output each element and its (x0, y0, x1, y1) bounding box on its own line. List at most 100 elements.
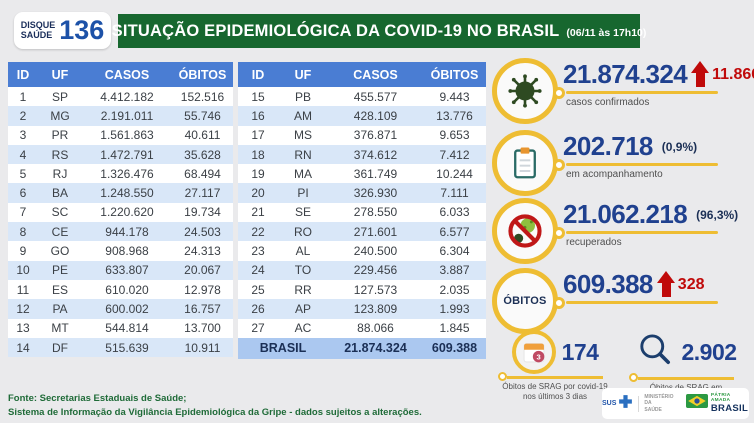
cell-uf: ES (51, 282, 68, 297)
cell-uf: SC (51, 205, 69, 220)
cell-id: 9 (19, 244, 27, 259)
cell-obitos: 6.577 (439, 224, 470, 239)
logo-number-136: 136 (59, 15, 105, 45)
cell-obitos: 152.516 (180, 89, 225, 104)
cell-uf: SP (51, 89, 68, 104)
cell-uf: GO (50, 244, 70, 259)
table-row: 2 MG 2.191.011 55.746 (8, 106, 233, 126)
cell-id: 10 (16, 263, 30, 278)
stat-deaths: ÓBITOS 609.388 328 (492, 268, 718, 334)
cell-id: 24 (251, 263, 265, 278)
cell-id: 20 (251, 186, 265, 201)
stat-monitoring: 202.718 (0,9%) em acompanhamento (492, 130, 718, 196)
cell-casos: 908.968 (105, 244, 149, 259)
increase-arrow-icon (656, 271, 676, 298)
cell-id: 21 (251, 205, 265, 220)
sus-cross-icon (618, 394, 633, 414)
magnifier-icon (635, 330, 675, 375)
col-header-id: ID (16, 67, 30, 82)
table-body-left: 1 SP 4.412.182 152.516 2 MG 2.191.011 55… (8, 87, 233, 358)
cell-casos: 278.550 (353, 205, 398, 220)
table-row: 26 AP 123.809 1.993 (238, 299, 486, 319)
source-line-2: Sistema de Informação da Vigilância Epid… (8, 407, 422, 419)
brazil-flag-icon (685, 394, 708, 413)
cell-id: 26 (251, 301, 265, 316)
table-row: 4 RS 1.472.791 35.628 (8, 144, 233, 165)
table-body-right: 15 PB 455.577 9.443 16 AM 428.109 13.776… (238, 87, 486, 338)
cell-casos: 361.749 (353, 166, 398, 181)
col-header-casos: CASOS (104, 67, 150, 82)
cell-obitos: 1.993 (439, 301, 470, 316)
states-table-right: ID UF CASOS ÓBITOS 15 PB 455.577 9.443 1… (238, 62, 486, 359)
cell-casos: 2.191.011 (100, 108, 154, 123)
cell-id: 6 (19, 186, 27, 201)
table-row: 10 PE 633.807 20.067 (8, 260, 233, 280)
cell-id: 14 (16, 340, 30, 355)
table-row: 22 RO 271.601 6.577 (238, 222, 486, 242)
srag-recent-label: Óbitos de SRAG por covid-19 nos últimos … (502, 381, 608, 401)
cell-uf: RS (51, 147, 69, 162)
confirmed-cases-value: 21.874.324 (563, 59, 688, 89)
ministry-label: MINISTÉRIO DA SAÚDE (644, 394, 681, 413)
table-row: 5 RJ 1.326.476 68.494 (8, 164, 233, 184)
cell-obitos: 9.443 (439, 89, 470, 104)
cell-casos: 240.500 (353, 244, 398, 259)
cell-uf: DF (52, 340, 68, 355)
gold-underline (553, 87, 718, 100)
cell-casos: 455.577 (353, 89, 398, 104)
deaths-delta: 328 (677, 275, 705, 293)
source-line-1: Fonte: Secretarias Estaduais de Saúde; (8, 393, 187, 404)
confirmed-cases-delta: 11.866 (712, 65, 754, 83)
brasil-total-row: BRASIL 21.874.324 609.388 (238, 337, 486, 359)
cell-obitos: 13.776 (436, 108, 473, 123)
cell-id: 7 (19, 205, 27, 220)
cell-casos: 944.178 (105, 224, 149, 239)
table-row: 24 TO 229.456 3.887 (238, 260, 486, 280)
cell-id: 17 (251, 128, 265, 143)
col-header-casos: CASOS (353, 67, 398, 82)
cell-casos: 374.612 (353, 147, 398, 162)
table-row: 7 SC 1.220.620 19.734 (8, 202, 233, 223)
gold-underline (553, 297, 718, 310)
table-row: 3 PR 1.561.863 40.611 (8, 125, 233, 145)
cell-casos: 4.412.182 (100, 89, 154, 104)
table-row: 23 AL 240.500 6.304 (238, 241, 486, 261)
table-row: 8 CE 944.178 24.503 (8, 222, 233, 242)
cell-obitos: 1.845 (439, 321, 470, 336)
cell-casos: 1.472.791 (100, 147, 154, 162)
col-header-id: ID (251, 67, 265, 82)
cell-casos: 544.814 (105, 321, 149, 336)
cell-uf: PA (52, 301, 68, 316)
stats-panel: 21.874.324 11.866 casos confirmados (492, 0, 754, 423)
cell-obitos: 19.734 (184, 205, 221, 220)
cell-uf: RJ (52, 166, 68, 181)
cell-obitos: 13.700 (184, 321, 221, 336)
stat-confirmed-cases: 21.874.324 11.866 casos confirmados (492, 58, 754, 124)
col-header-obitos: ÓBITOS (178, 67, 227, 82)
svg-text:3: 3 (536, 352, 540, 361)
obitos-badge: ÓBITOS (492, 268, 558, 334)
cell-obitos: 10.244 (436, 166, 473, 181)
stat-srag-recent: 3 174 Óbitos de SRAG por covid-19 nos úl… (492, 330, 618, 403)
cell-obitos: 24.313 (184, 244, 221, 259)
confirmed-cases-label: casos confirmados (566, 97, 650, 109)
cell-uf: RO (294, 224, 312, 239)
table-header: ID UF CASOS ÓBITOS (8, 62, 233, 87)
cell-id: 2 (19, 108, 27, 123)
obitos-badge-label: ÓBITOS (503, 295, 547, 307)
sus-logo: SUS (602, 394, 633, 414)
title-bar: SITUAÇÃO EPIDEMIOLÓGICA DA COVID-19 NO B… (112, 14, 646, 48)
cell-uf: PE (51, 263, 68, 278)
cell-obitos: 3.887 (439, 263, 470, 278)
cell-uf: SE (294, 205, 311, 220)
cell-casos: 610.020 (105, 282, 149, 297)
virus-icon (492, 58, 558, 124)
cell-uf: AC (294, 321, 312, 336)
table-row: 13 MT 544.814 13.700 (8, 318, 233, 338)
srag-recent-value: 174 (561, 338, 599, 365)
cell-id: 12 (16, 301, 30, 316)
cell-casos: 600.002 (105, 301, 149, 316)
cell-casos: 428.109 (353, 108, 398, 123)
table-header: ID UF CASOS ÓBITOS (238, 62, 486, 87)
cell-casos: 1.561.863 (100, 128, 154, 143)
